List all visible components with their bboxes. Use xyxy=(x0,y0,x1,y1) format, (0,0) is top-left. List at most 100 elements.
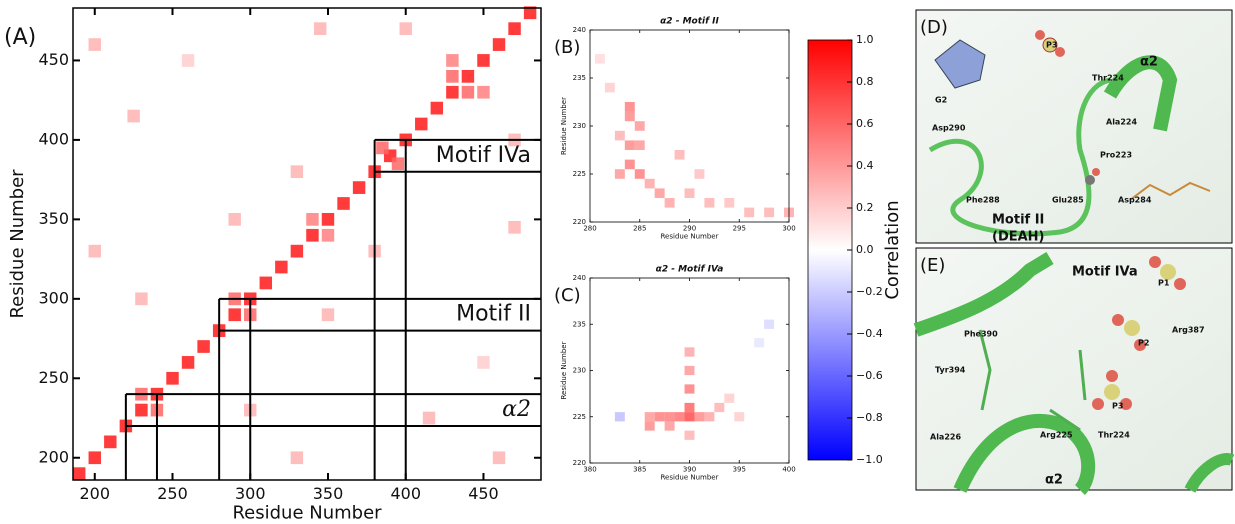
heat-cell xyxy=(684,402,695,413)
heat-cell xyxy=(664,198,675,208)
residue-label: (DEAH) xyxy=(992,230,1045,245)
colorbar-tick-label: 0.4 xyxy=(856,159,874,172)
heat-cell xyxy=(684,412,695,422)
colorbar-tick-label: −0.8 xyxy=(856,411,883,424)
residue-label: Motif II xyxy=(992,213,1044,228)
x-tick-label: 380 xyxy=(583,465,596,473)
residue-label: Arg225 xyxy=(1040,431,1073,440)
y-tick-label: 235 xyxy=(573,74,586,82)
heat-cell xyxy=(290,451,304,465)
x-tick-label: 250 xyxy=(157,484,188,503)
heat-cell xyxy=(664,421,675,431)
x-axis-label: Residue Number xyxy=(661,233,719,241)
colorbar-tick-label: −1.0 xyxy=(856,453,883,466)
panel-e-image xyxy=(913,247,1235,495)
heat-cell xyxy=(290,244,304,258)
y-tick-label: 400 xyxy=(38,129,69,148)
heat-cell xyxy=(594,54,605,64)
x-tick-label: 285 xyxy=(633,224,646,232)
residue-label: Ala224 xyxy=(1106,118,1137,127)
plot-frame xyxy=(72,7,542,481)
heat-cell xyxy=(674,150,685,160)
y-tick-label: 230 xyxy=(573,367,586,375)
heat-cell xyxy=(422,411,436,425)
heat-cell xyxy=(644,412,655,422)
heat-cell xyxy=(744,207,755,218)
residue-label: Thr224 xyxy=(1098,431,1130,440)
heat-cell xyxy=(446,69,459,83)
heat-cell xyxy=(694,169,705,179)
heat-cell xyxy=(634,169,645,179)
colorbar xyxy=(807,39,853,461)
residue-label: Thr224 xyxy=(1092,74,1124,83)
heat-cell xyxy=(306,213,319,226)
heat-cell xyxy=(88,38,101,51)
heat-cell xyxy=(477,356,490,369)
y-axis-label: Residue Number xyxy=(560,341,568,399)
residue-label: Phe390 xyxy=(964,330,998,339)
heat-cell xyxy=(614,130,625,141)
heat-cell xyxy=(624,111,635,122)
heat-cell xyxy=(461,69,475,83)
heat-cell xyxy=(724,198,735,208)
x-tick-label: 300 xyxy=(235,484,266,503)
heat-cell xyxy=(477,85,490,99)
heat-cell xyxy=(88,451,101,465)
x-tick-label: 350 xyxy=(313,484,344,503)
y-tick-label: 450 xyxy=(38,50,69,69)
colorbar-tick-label: 0.6 xyxy=(856,117,874,130)
panel-label: (A) xyxy=(4,25,36,50)
heatmap-panel: 280 285 290 295 300 220 225 230 235 240 Residue Nu… xyxy=(554,17,796,241)
heat-cell xyxy=(228,213,241,226)
region-label: Motif II xyxy=(456,302,531,327)
panel-d-image xyxy=(915,9,1233,244)
x-axis-label: Residue Number xyxy=(232,503,382,520)
residue-label: Motif IVa xyxy=(1072,265,1138,280)
residue-label: P2 xyxy=(1138,339,1149,348)
heat-cell xyxy=(614,412,625,422)
x-tick-label: 395 xyxy=(733,465,746,473)
heat-cell xyxy=(724,393,735,403)
heat-cell xyxy=(391,157,405,171)
residue-label: Asp284 xyxy=(1118,196,1152,205)
heat-cell xyxy=(624,159,635,170)
residue-label: Glu285 xyxy=(1052,196,1084,205)
residue-label: Arg387 xyxy=(1172,326,1205,335)
residue-label: P1 xyxy=(1158,279,1170,288)
helix xyxy=(913,251,1054,337)
x-tick-label: 200 xyxy=(79,484,110,503)
heat-cell xyxy=(684,430,695,440)
heat-cell xyxy=(135,403,148,417)
heat-cell xyxy=(166,371,179,385)
heat-cell xyxy=(634,140,645,150)
heat-cell xyxy=(644,421,655,431)
heat-cell xyxy=(306,228,319,242)
base xyxy=(934,39,986,89)
panel-label: (C) xyxy=(554,285,581,306)
residue-label: G2 xyxy=(935,96,947,105)
heat-cell xyxy=(477,54,490,67)
x-tick-label: 400 xyxy=(782,465,795,473)
heat-cell xyxy=(127,109,140,123)
residue-label: α2 xyxy=(1140,55,1158,70)
y-tick-label: 230 xyxy=(573,122,586,130)
heat-cell xyxy=(508,220,521,234)
x-tick-label: 390 xyxy=(683,465,696,473)
heatmap-panel: 380 385 390 395 400 220 225 230 235 240 Residue Nu… xyxy=(554,265,796,482)
x-tick-label: 280 xyxy=(583,224,596,232)
x-tick-label: 400 xyxy=(390,484,421,503)
y-tick-label: 225 xyxy=(573,170,586,178)
heat-cell xyxy=(704,412,715,422)
heat-cell xyxy=(664,412,675,422)
heat-cell xyxy=(461,85,475,99)
x-tick-label: 290 xyxy=(683,224,696,232)
residue-label: Ala226 xyxy=(930,433,961,442)
heat-cell xyxy=(259,276,273,290)
x-axis-label: Residue Number xyxy=(661,474,719,482)
colorbar-tick-label: 1.0 xyxy=(856,33,874,46)
colorbar-tick-label: −0.2 xyxy=(856,285,883,298)
heat-cell xyxy=(754,338,765,348)
panel-label: (D) xyxy=(920,17,948,38)
heat-cell xyxy=(290,165,304,179)
